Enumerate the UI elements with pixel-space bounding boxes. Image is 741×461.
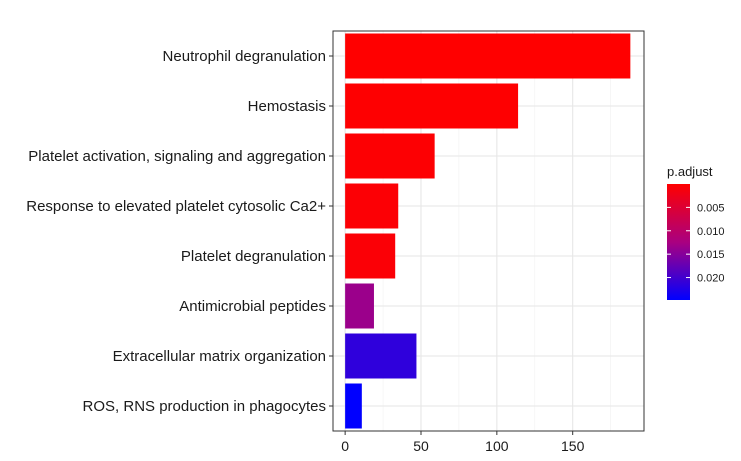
x-tick-label: 100	[485, 438, 509, 454]
plot-border	[332, 30, 645, 432]
legend-tick-label: 0.020	[697, 273, 725, 285]
category-label: Platelet degranulation	[181, 248, 326, 265]
plot-panel: Neutrophil degranulation Hemostasis Platel…	[26, 30, 645, 454]
bar-2	[345, 133, 435, 179]
x-tick-label: 0	[341, 438, 349, 454]
category-label: Response to elevated platelet cytosolic …	[26, 198, 326, 215]
legend-tick-label: 0.005	[697, 202, 725, 214]
x-tick-label: 150	[561, 438, 585, 454]
category-label: Extracellular matrix organization	[113, 348, 326, 365]
bar-1	[345, 83, 519, 129]
category-label: Neutrophil degranulation	[163, 48, 326, 65]
bar-4	[345, 233, 396, 279]
legend-title: p.adjust	[667, 164, 713, 179]
legend-tick-label: 0.010	[697, 226, 725, 238]
bar-7	[345, 383, 362, 429]
category-label: Hemostasis	[248, 98, 326, 115]
category-label: Platelet activation, signaling and aggre…	[28, 148, 326, 165]
x-tick-label: 50	[413, 438, 429, 454]
category-label: Antimicrobial peptides	[179, 298, 326, 315]
legend-tick-label: 0.015	[697, 249, 725, 261]
color-legend: p.adjust 0.005 0.010 0.015 0.020	[667, 164, 725, 300]
bar-6	[345, 333, 417, 379]
category-label: ROS, RNS production in phagocytes	[83, 398, 326, 415]
bar-5	[345, 283, 374, 329]
bar-0	[345, 33, 631, 79]
legend-colorbar	[667, 184, 690, 300]
bar-3	[345, 183, 399, 229]
